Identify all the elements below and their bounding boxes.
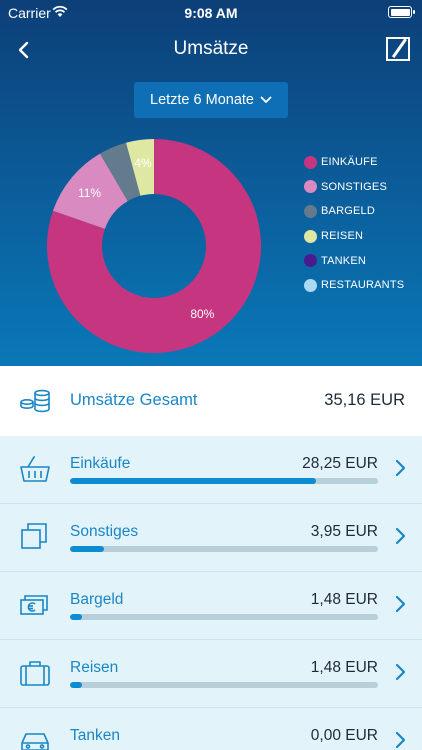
- slice-label-reisen: 4%: [134, 156, 152, 170]
- chevron-right-icon: [395, 459, 406, 477]
- slice-bargeld: [100, 142, 141, 202]
- category-progress-bar: [70, 682, 378, 688]
- legend-swatch: [304, 229, 317, 243]
- category-row-reisen[interactable]: Reisen 1,48 EUR: [0, 640, 422, 708]
- wifi-icon: [52, 5, 68, 17]
- chevron-right-icon: [395, 527, 406, 545]
- category-label: Reisen: [70, 659, 119, 676]
- chevron-right-icon: [395, 663, 406, 681]
- legend-item: EINKÄUFE: [304, 150, 404, 175]
- category-label: Sonstiges: [70, 523, 139, 540]
- coins-icon: [20, 389, 50, 413]
- cash-icon: [20, 595, 48, 615]
- category-amount: 3,95 EUR: [310, 523, 378, 540]
- legend-swatch: [304, 278, 317, 292]
- legend-item: BARGELD: [304, 199, 404, 224]
- slice-sonstiges: [52, 153, 128, 229]
- legend-swatch: [304, 204, 317, 218]
- legend-label: BARGELD: [321, 205, 375, 218]
- slice-label-sonstiges: 11%: [78, 186, 101, 200]
- legend-item: SONSTIGES: [304, 175, 404, 200]
- category-row-sonstiges[interactable]: Sonstiges 3,95 EUR: [0, 504, 422, 572]
- car-icon: [21, 733, 49, 750]
- page-title: Umsätze: [173, 38, 249, 59]
- category-label: Bargeld: [70, 591, 124, 608]
- legend-item: TANKEN: [304, 248, 404, 273]
- period-dropdown-label: Letzte 6 Monate: [150, 92, 254, 108]
- status-bar: Carrier 9:08 AM: [0, 0, 422, 24]
- category-label: Einkäufe: [70, 455, 131, 472]
- legend-label: SONSTIGES: [321, 180, 387, 193]
- battery-icon: [388, 6, 415, 18]
- suitcase-icon: [20, 661, 50, 686]
- chevron-down-icon: [260, 96, 272, 103]
- category-progress-bar: [70, 546, 378, 552]
- total-value: 35,16 EUR: [324, 391, 405, 409]
- chevron-right-icon: [395, 595, 406, 613]
- category-progress-fill: [70, 682, 83, 688]
- category-progress-fill: [70, 614, 83, 620]
- legend-item: RESTAURANTS: [304, 273, 404, 298]
- category-label: Tanken: [70, 727, 120, 744]
- back-button[interactable]: [10, 36, 38, 64]
- chart-legend: EINKÄUFE SONSTIGES BARGELD REISEN TANKEN REST…: [304, 150, 404, 298]
- category-row-tanken[interactable]: Tanken 0,00 EUR: [0, 708, 422, 750]
- hero-section: Carrier 9:08 AM Umsätze Letzte 6 Monate …: [0, 0, 422, 366]
- category-progress-bar: [70, 478, 378, 484]
- category-amount: 1,48 EUR: [310, 591, 378, 608]
- category-progress-bar: [70, 614, 378, 620]
- legend-swatch: [304, 254, 317, 268]
- legend-swatch: [304, 180, 317, 194]
- slice-label-einkäufe: 80%: [190, 307, 214, 321]
- category-list: Einkäufe 28,25 EUR Sonstiges 3,95 EUR Ba…: [0, 436, 422, 750]
- category-progress-fill: [70, 478, 317, 484]
- carrier-label: Carrier: [8, 5, 51, 21]
- chevron-right-icon: [395, 731, 406, 749]
- legend-label: RESTAURANTS: [321, 279, 405, 292]
- category-row-bargeld[interactable]: Bargeld 1,48 EUR: [0, 572, 422, 640]
- category-amount: 28,25 EUR: [302, 455, 378, 472]
- category-progress-fill: [70, 546, 104, 552]
- basket-icon: [20, 456, 50, 482]
- legend-label: REISEN: [321, 230, 364, 243]
- donut-chart: 80% 11% 4%: [46, 139, 262, 353]
- clock: 9:08 AM: [184, 5, 238, 21]
- legend-label: TANKEN: [321, 254, 367, 267]
- category-row-einkaeufe[interactable]: Einkäufe 28,25 EUR: [0, 436, 422, 504]
- total-label: Umsätze Gesamt: [70, 391, 198, 409]
- squares-icon: [21, 523, 47, 549]
- category-amount: 1,48 EUR: [310, 659, 378, 676]
- bank-logo: [386, 37, 410, 61]
- legend-item: REISEN: [304, 224, 404, 249]
- category-amount: 0,00 EUR: [310, 727, 378, 744]
- legend-label: EINKÄUFE: [321, 156, 378, 169]
- legend-swatch: [304, 155, 317, 169]
- period-dropdown[interactable]: Letzte 6 Monate: [134, 82, 288, 118]
- slice-reisen: [126, 139, 154, 196]
- slice-einkäufe: [46, 139, 262, 353]
- total-row: Umsätze Gesamt 35,16 EUR: [0, 366, 422, 436]
